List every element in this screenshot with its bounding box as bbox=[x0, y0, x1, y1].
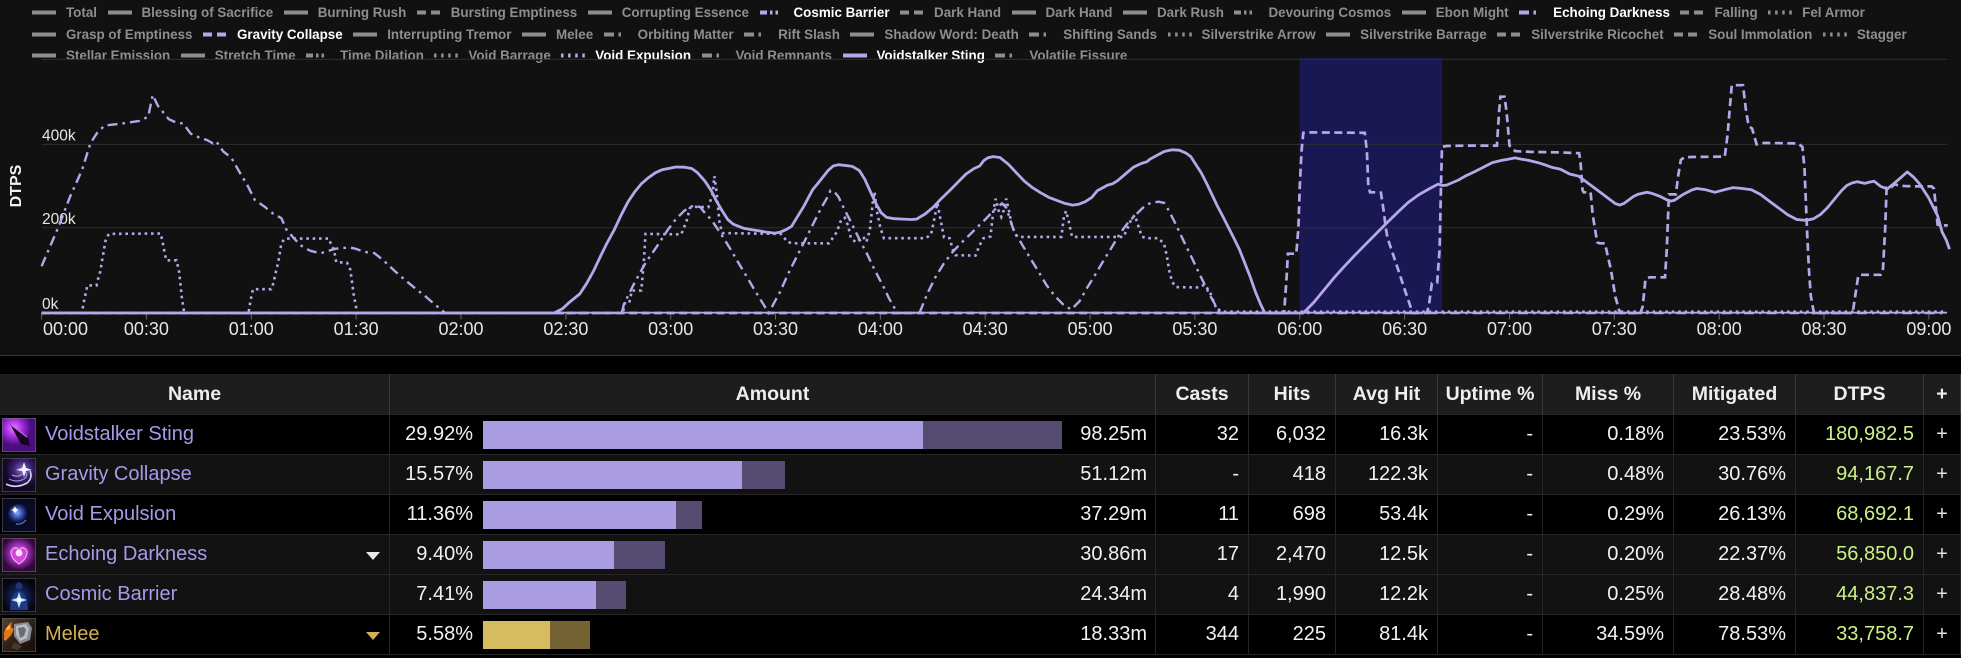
svg-text:02:30: 02:30 bbox=[543, 319, 588, 339]
svg-text:400k: 400k bbox=[42, 127, 76, 144]
svg-text:DTPS: DTPS bbox=[8, 164, 25, 207]
svg-text:03:00: 03:00 bbox=[648, 319, 693, 339]
svg-text:00:00: 00:00 bbox=[43, 319, 88, 339]
svg-text:05:00: 05:00 bbox=[1068, 319, 1113, 339]
svg-text:04:30: 04:30 bbox=[963, 319, 1008, 339]
svg-text:0k: 0k bbox=[42, 296, 59, 313]
svg-text:02:00: 02:00 bbox=[438, 319, 483, 339]
svg-text:08:00: 08:00 bbox=[1697, 319, 1742, 339]
svg-text:05:30: 05:30 bbox=[1172, 319, 1217, 339]
svg-text:00:30: 00:30 bbox=[124, 319, 169, 339]
svg-text:07:00: 07:00 bbox=[1487, 319, 1532, 339]
svg-text:01:30: 01:30 bbox=[334, 319, 379, 339]
svg-text:08:30: 08:30 bbox=[1801, 319, 1846, 339]
svg-text:06:00: 06:00 bbox=[1277, 319, 1322, 339]
svg-text:01:00: 01:00 bbox=[229, 319, 274, 339]
svg-text:03:30: 03:30 bbox=[753, 319, 798, 339]
svg-text:07:30: 07:30 bbox=[1592, 319, 1637, 339]
svg-text:09:00: 09:00 bbox=[1906, 319, 1951, 339]
svg-text:04:00: 04:00 bbox=[858, 319, 903, 339]
svg-text:200k: 200k bbox=[42, 211, 76, 228]
svg-text:06:30: 06:30 bbox=[1382, 319, 1427, 339]
